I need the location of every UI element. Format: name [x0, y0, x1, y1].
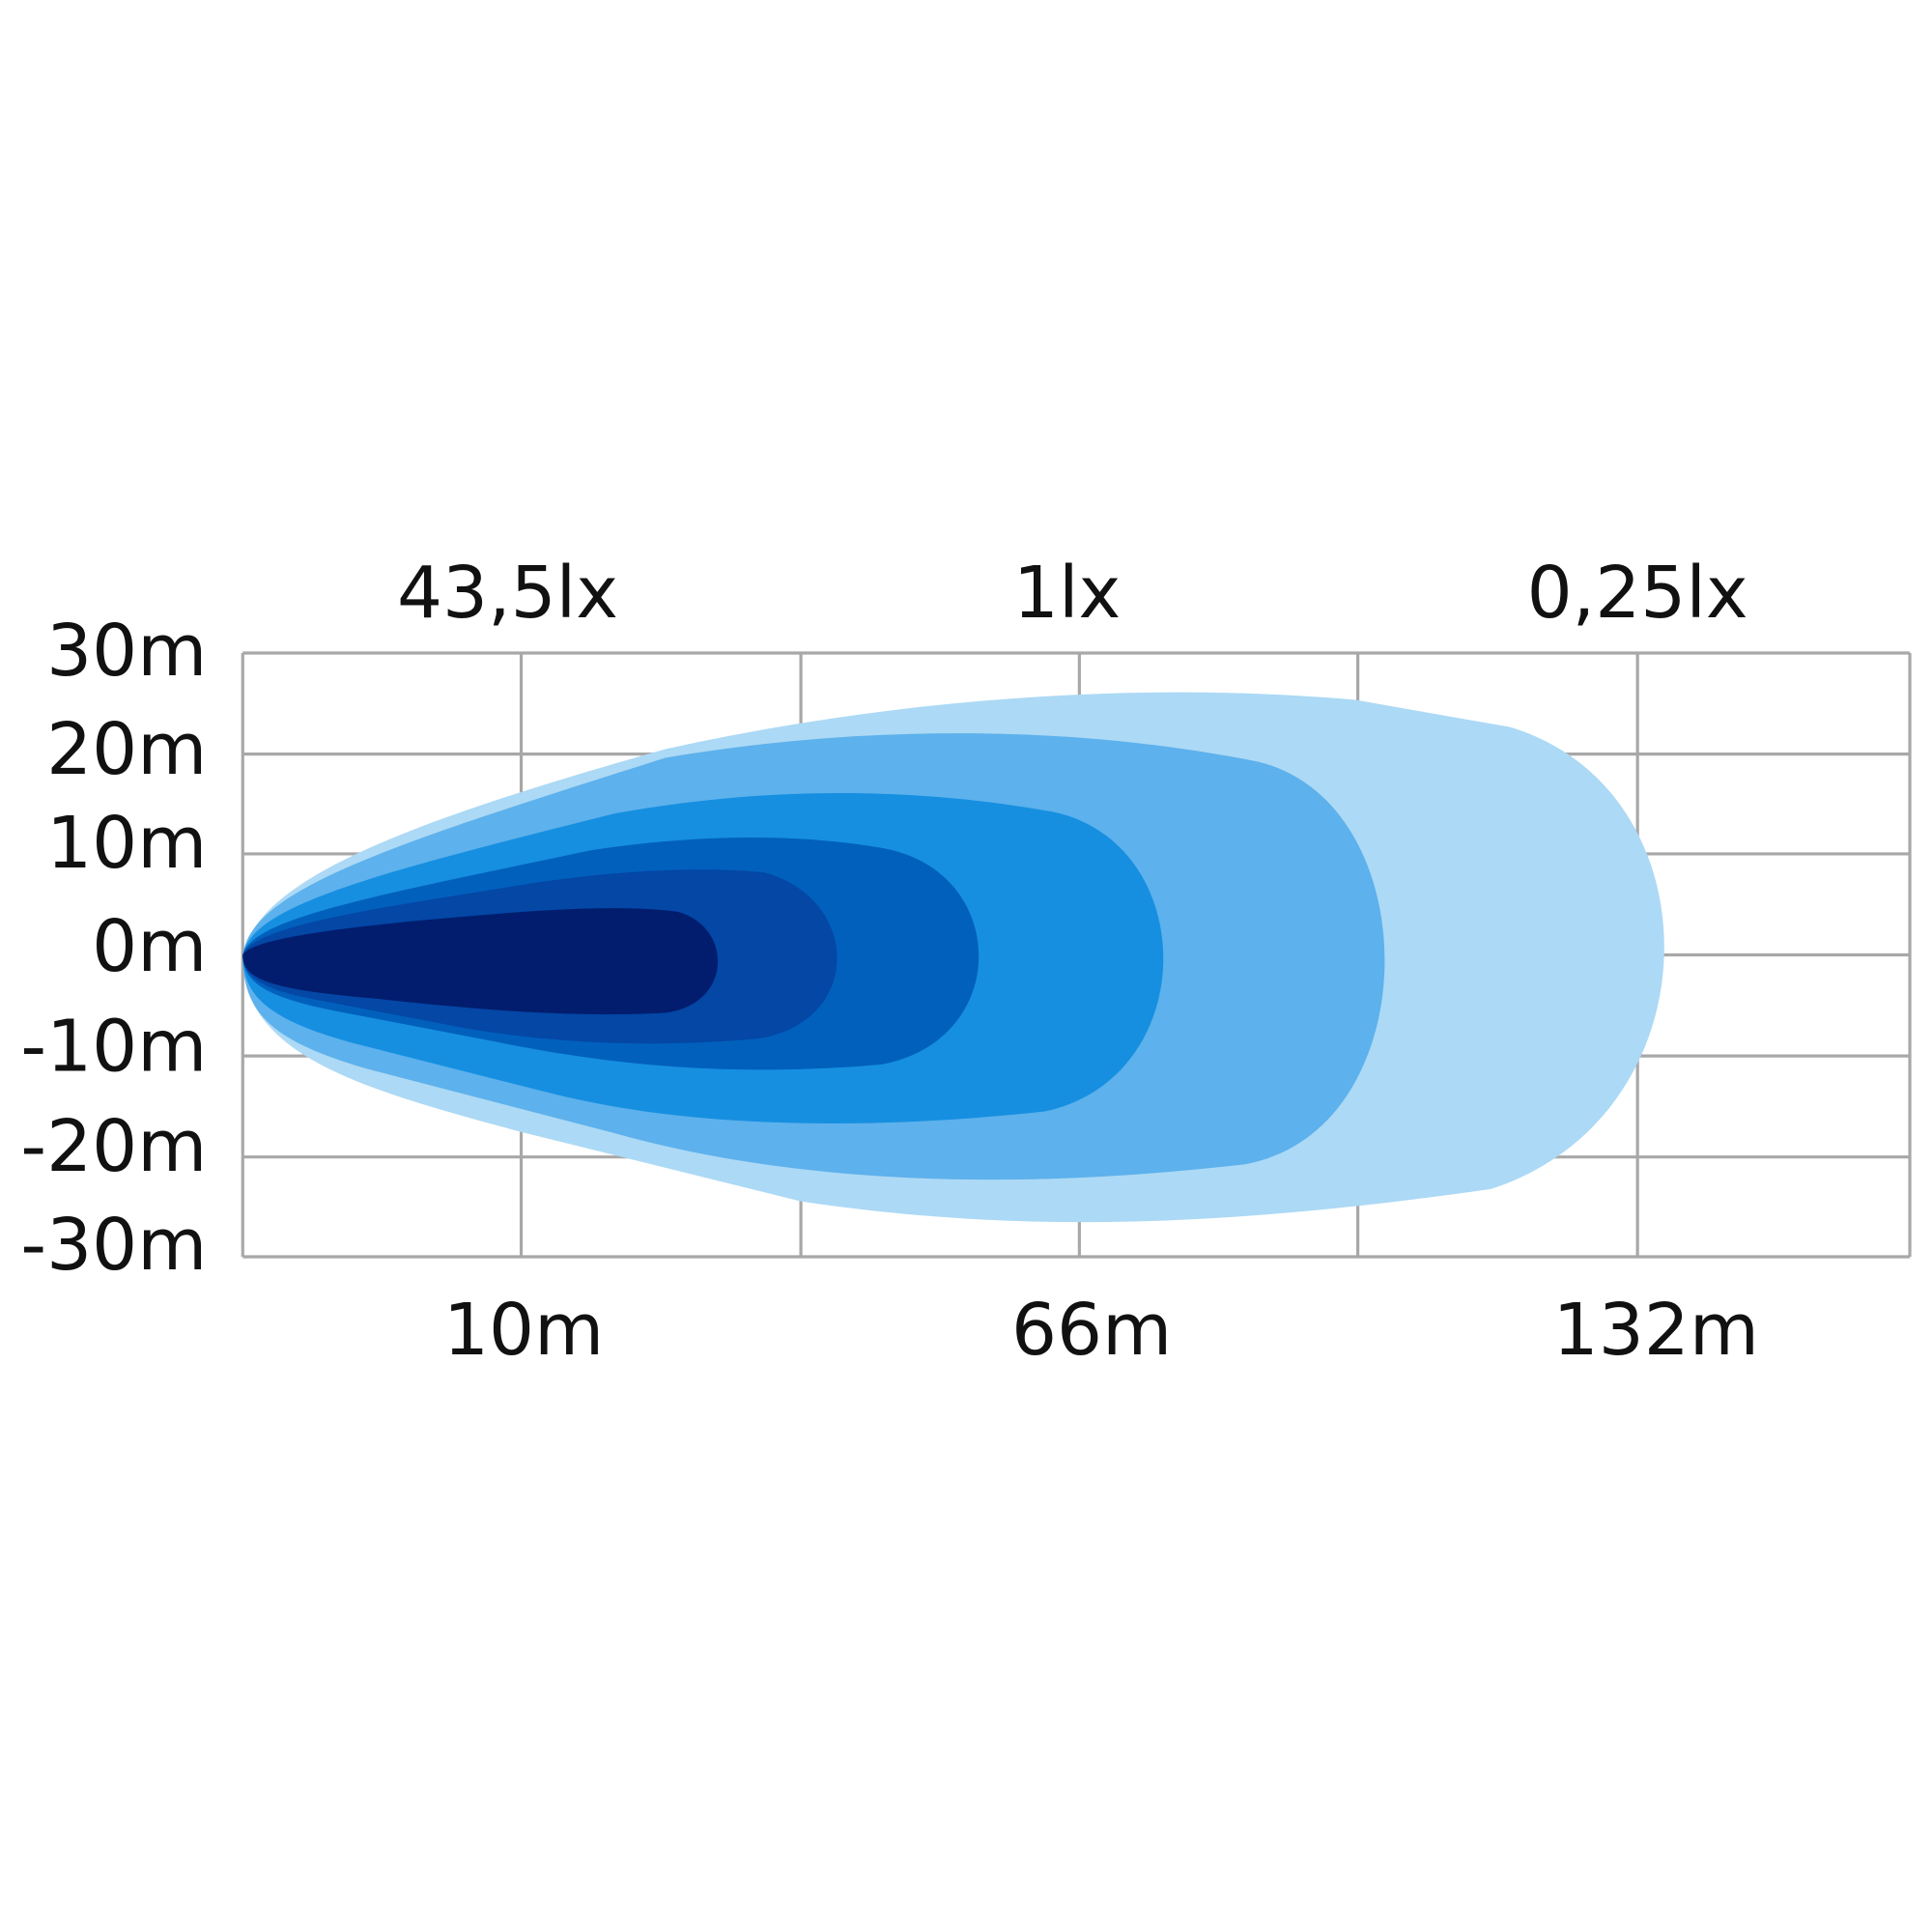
- y-tick-label: 0m: [92, 905, 207, 988]
- bottom-labels: 10m 66m 132m: [443, 1289, 1759, 1372]
- lux-label: 0,25lx: [1527, 552, 1748, 635]
- lux-label: 43,5lx: [397, 552, 618, 635]
- beam-zone: [242, 908, 719, 1015]
- y-tick-label: -10m: [20, 1006, 207, 1089]
- y-tick-label: -30m: [20, 1204, 207, 1287]
- lux-label: 1lx: [1013, 552, 1121, 635]
- distance-label: 10m: [443, 1289, 604, 1372]
- y-tick-label: 30m: [46, 610, 207, 693]
- y-tick-label: 10m: [46, 802, 207, 885]
- y-tick-label: -20m: [20, 1105, 207, 1188]
- y-axis-labels: 30m 20m 10m 0m -10m -20m -30m: [20, 610, 207, 1287]
- y-tick-label: 20m: [46, 708, 207, 791]
- distance-label: 132m: [1553, 1289, 1759, 1372]
- beam: [242, 692, 1664, 1223]
- distance-label: 66m: [1011, 1289, 1172, 1372]
- top-labels: 43,5lx 1lx 0,25lx: [397, 552, 1748, 635]
